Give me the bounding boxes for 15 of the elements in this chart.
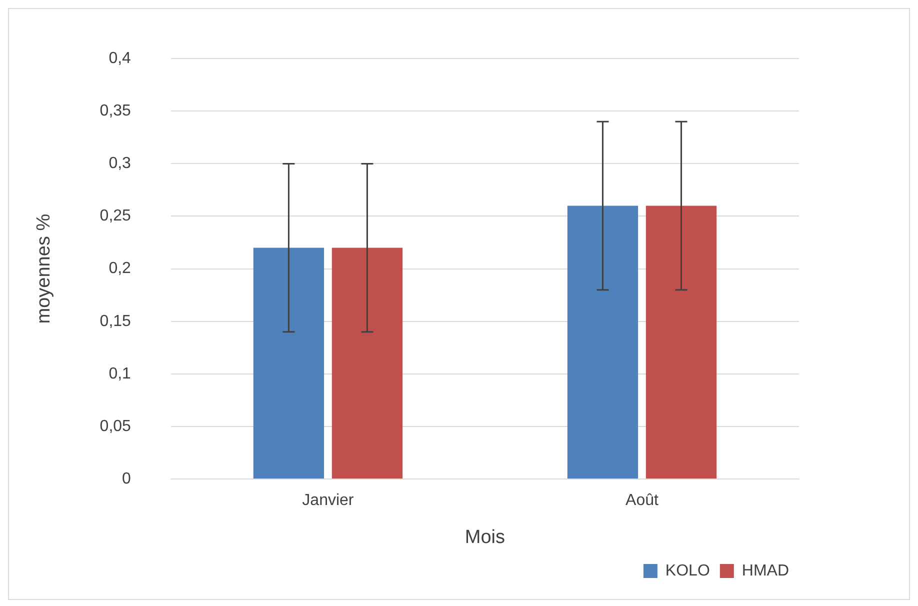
x-axis-title: Mois [464,526,506,548]
y-tick-label: 0,15 [100,312,132,330]
x-tick-label: Janvier [302,492,354,510]
legend-label: KOLO [665,562,710,580]
y-tick-label: 0,3 [108,155,132,172]
y-tick-label: 0,05 [100,418,132,435]
y-axis-title: moyennes % [34,214,55,324]
y-tick-label: 0,25 [100,208,132,225]
y-tick-label: 0,4 [108,50,132,68]
x-tick-label: Août [626,492,659,510]
y-tick-label: 0 [122,470,132,488]
y-tick-label: 0,35 [100,102,132,120]
y-tick-label: 0,2 [108,260,132,278]
y-tick-label: 0,1 [108,365,132,382]
legend-label: HMAD [742,562,789,580]
